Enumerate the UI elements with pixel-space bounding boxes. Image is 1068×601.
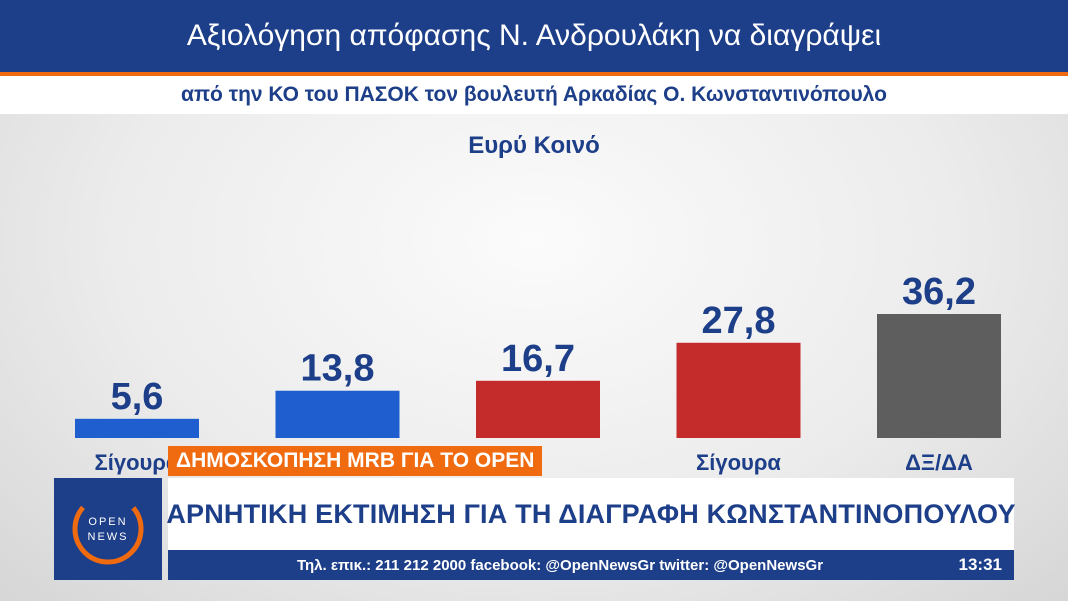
header-divider xyxy=(0,72,1068,76)
data-label-4: 27,8 xyxy=(702,300,776,342)
bar-4 xyxy=(676,342,801,438)
bar-2 xyxy=(275,390,400,438)
poll-source-tag: ΔΗΜΟΣΚΟΠΗΣΗ MRB ΓΙΑ ΤΟ OPEN xyxy=(168,446,543,476)
logo-text-open: OPEN xyxy=(88,516,127,528)
category-label-1: Σίγουρα xyxy=(95,450,180,475)
logo-text-news: NEWS xyxy=(88,531,129,543)
open-news-logo: OPEN NEWS xyxy=(54,478,162,580)
category-label-5: ΔΞ/ΔΑ xyxy=(905,450,973,475)
chart-header-title: Αξιολόγηση απόφασης Ν. Ανδρουλάκη να δια… xyxy=(0,0,1068,72)
bar-5 xyxy=(877,314,1001,438)
news-headline: ΑΡΝΗΤΙΚΗ ΕΚΤΙΜΗΣΗ ΓΙΑ ΤΗ ΔΙΑΓΡΑΦΗ ΚΩΝΣΤΑ… xyxy=(166,478,1015,550)
bar-3 xyxy=(476,380,600,438)
clock: 13:31 xyxy=(958,555,1002,574)
data-label-2: 13,8 xyxy=(301,348,375,390)
data-label-5: 36,2 xyxy=(902,271,976,313)
bar-1 xyxy=(75,418,199,438)
chart-title: Ευρύ Κοινό xyxy=(468,132,600,159)
info-bar: Τηλ. επικ.: 211 212 2000 facebook: @Open… xyxy=(168,550,1014,580)
data-label-3: 16,7 xyxy=(501,338,575,380)
chart-header-subtitle: από την ΚΟ του ΠΑΣΟΚ τον βουλευτή Αρκαδί… xyxy=(0,76,1068,114)
category-label-4: Σίγουρα xyxy=(696,450,781,475)
contact-info: Τηλ. επικ.: 211 212 2000 facebook: @Open… xyxy=(296,556,824,574)
data-label-1: 5,6 xyxy=(111,376,164,418)
logo-ring-icon: OPEN NEWS xyxy=(72,493,144,565)
